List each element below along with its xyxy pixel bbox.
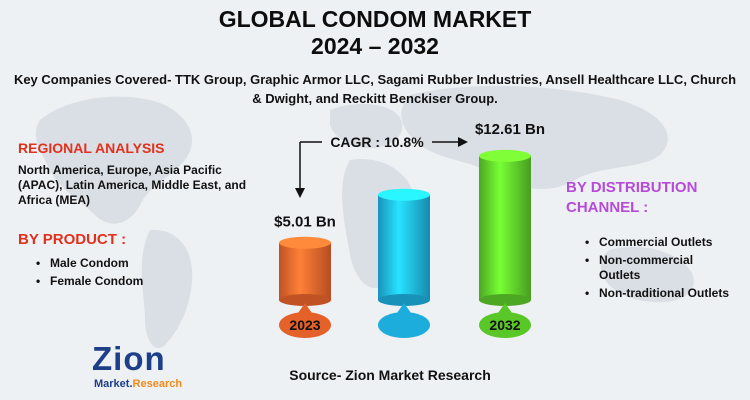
year-bubble — [279, 312, 331, 338]
logo-tagline: Market.Research — [94, 378, 182, 390]
year-pointer — [498, 303, 512, 313]
cagr-arrow-right — [458, 137, 468, 147]
bar-base — [378, 294, 430, 306]
year-bubble — [479, 312, 531, 338]
year-pointer — [397, 303, 411, 313]
year-pointer — [298, 303, 312, 313]
cagr-arrow-down — [295, 188, 305, 198]
zion-logo: Zion Market.Research — [92, 340, 202, 398]
cagr-label: CAGR : 10.8% — [330, 134, 424, 150]
distribution-item: Commercial Outlets — [585, 235, 745, 250]
distribution-item: Non-commercial Outlets — [585, 253, 709, 283]
bar-top — [479, 149, 531, 162]
year-label: 2023 — [289, 317, 320, 333]
product-item: Male Condom — [36, 256, 143, 271]
distribution-item: Non-traditional Outlets — [585, 286, 745, 301]
regional-analysis-text: North America, Europe, Asia Pacific (APA… — [18, 163, 247, 207]
bar-top — [279, 236, 331, 249]
logo-tagline-b: Research — [132, 378, 183, 390]
source-text: Source- Zion Market Research — [289, 367, 491, 383]
logo-tagline-a: Market. — [94, 378, 133, 390]
page-title: GLOBAL CONDOM MARKET 2024 – 2032 — [0, 6, 750, 60]
bar-2023 — [279, 242, 331, 300]
year-label: 2032 — [489, 317, 520, 333]
regional-analysis-heading: REGIONAL ANALYSIS — [18, 140, 165, 156]
product-item: Female Condom — [36, 274, 143, 289]
by-product-heading: BY PRODUCT : — [18, 231, 127, 248]
year-bubble — [378, 312, 430, 338]
distribution-heading: BY DISTRIBUTION CHANNEL : — [566, 179, 698, 216]
title-line-1: GLOBAL CONDOM MARKET — [218, 6, 532, 32]
bar-2032 — [479, 155, 531, 300]
value-label: $5.01 Bn — [274, 214, 336, 231]
product-list: Male Condom Female Condom — [36, 256, 143, 292]
bar-base — [479, 294, 531, 306]
logo-wordmark: Zion — [92, 340, 166, 377]
bar-base — [279, 294, 331, 306]
value-label: $12.61 Bn — [475, 121, 545, 138]
bar-mid — [378, 194, 430, 300]
distribution-list: Commercial Outlets Non-commercial Outlet… — [585, 235, 745, 304]
bar-top — [378, 188, 430, 201]
title-line-2: 2024 – 2032 — [311, 33, 439, 59]
key-companies-text: Key Companies Covered- TTK Group, Graphi… — [13, 72, 737, 106]
